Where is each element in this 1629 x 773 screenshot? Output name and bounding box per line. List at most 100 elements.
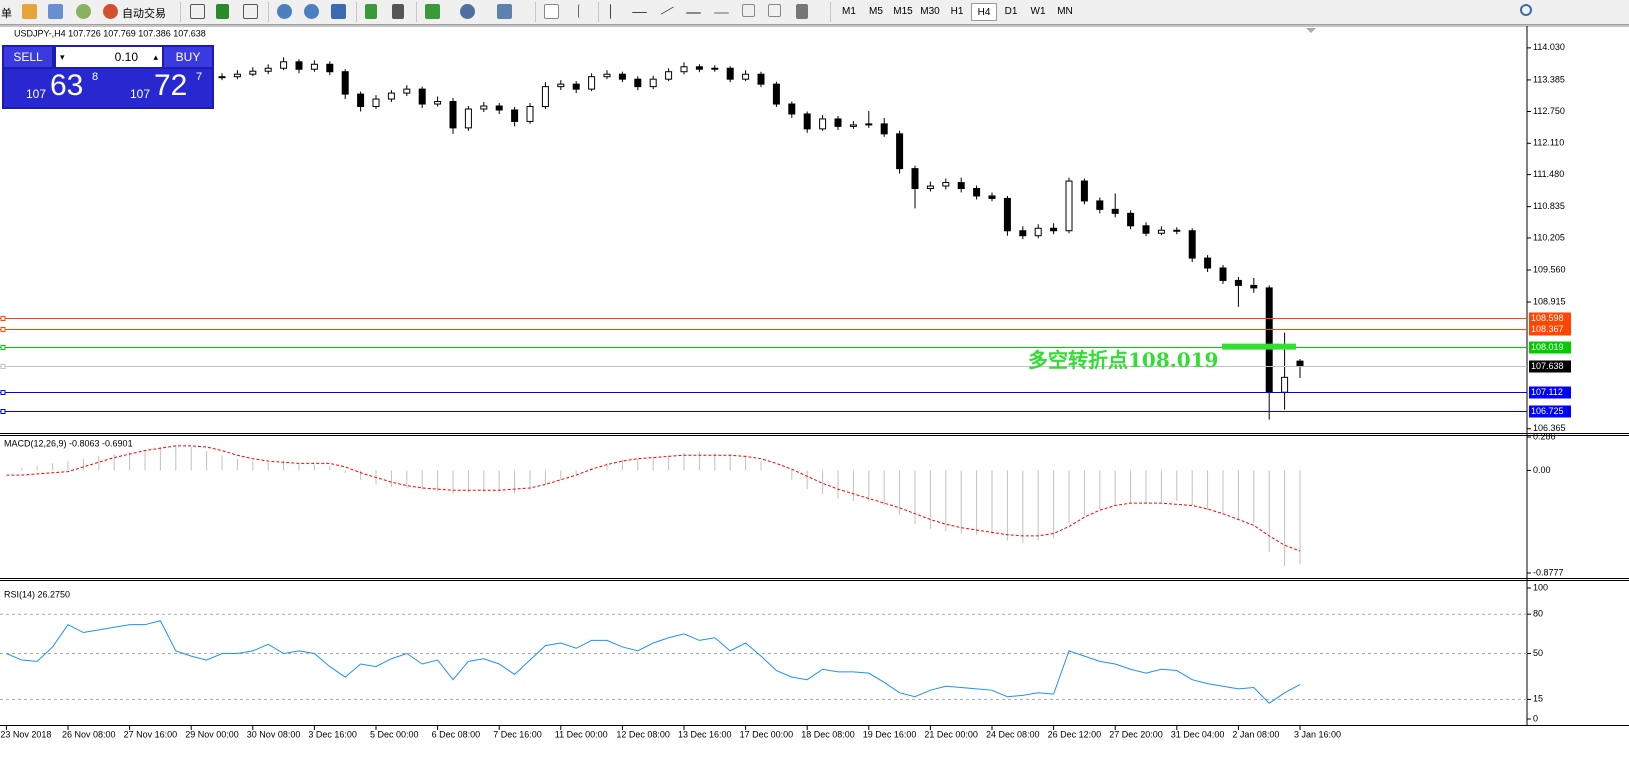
timeframe-button[interactable]: W1 bbox=[1030, 6, 1046, 17]
candle-body bbox=[772, 83, 780, 105]
icon[interactable] bbox=[460, 4, 475, 19]
icon[interactable] bbox=[544, 4, 559, 19]
timeframe-button[interactable]: H1 bbox=[950, 6, 964, 17]
x-tick-label: 23 Nov 2018 bbox=[0, 729, 51, 739]
search-icon[interactable] bbox=[1520, 4, 1532, 16]
x-tick-label: 13 Dec 16:00 bbox=[678, 729, 732, 739]
candle-body bbox=[911, 168, 919, 190]
icon[interactable] bbox=[660, 6, 675, 16]
icon[interactable] bbox=[686, 12, 701, 14]
candle-body bbox=[834, 118, 842, 127]
timeframe-button[interactable]: MN bbox=[1057, 6, 1073, 17]
up-arrow[interactable]: ▴ bbox=[153, 52, 158, 62]
icon[interactable] bbox=[216, 4, 229, 19]
y-tick-label: 108.915 bbox=[1533, 296, 1566, 306]
candle-body bbox=[1065, 180, 1073, 232]
sell-button[interactable]: SELL bbox=[4, 47, 52, 67]
icon[interactable] bbox=[365, 4, 377, 19]
x-tick-label: 30 Nov 08:00 bbox=[247, 729, 301, 739]
price-label-box bbox=[1529, 341, 1571, 354]
icon[interactable] bbox=[425, 4, 440, 19]
candle-body bbox=[1219, 267, 1227, 281]
candle-body bbox=[541, 86, 549, 108]
volume-value[interactable]: 0.10 bbox=[114, 50, 138, 64]
y-tick-label: 106.365 bbox=[1533, 423, 1566, 433]
candle-body bbox=[788, 103, 796, 115]
candle-body bbox=[1296, 360, 1304, 367]
candle-body bbox=[1142, 225, 1150, 234]
y-tick-label: 112.750 bbox=[1533, 106, 1565, 116]
y-tick-label: 111.480 bbox=[1533, 169, 1564, 179]
timeframe-button[interactable]: D1 bbox=[1004, 6, 1018, 17]
x-tick-label: 26 Nov 08:00 bbox=[62, 729, 116, 739]
price-label-box bbox=[1529, 405, 1571, 418]
icon[interactable] bbox=[610, 4, 612, 19]
icon[interactable] bbox=[714, 12, 729, 14]
price-big: 107 bbox=[130, 87, 151, 101]
icon[interactable] bbox=[277, 4, 292, 19]
candle-body bbox=[711, 67, 719, 70]
candle-body bbox=[1157, 229, 1165, 234]
level-marker bbox=[0, 327, 6, 332]
price-big: 107 bbox=[26, 87, 47, 101]
menu-item[interactable]: 单 bbox=[1, 8, 12, 20]
annotation: 多空转折点108.019 bbox=[1028, 348, 1218, 372]
candle-body bbox=[819, 118, 827, 130]
icon[interactable] bbox=[742, 4, 755, 17]
candle-body bbox=[464, 108, 472, 129]
candle-body bbox=[742, 73, 750, 80]
timeframe-button[interactable]: M15 bbox=[893, 6, 913, 17]
icon[interactable] bbox=[632, 12, 647, 14]
candle-body bbox=[726, 67, 734, 80]
volume-field[interactable]: ▾ 0.10 ▴ bbox=[56, 47, 162, 67]
x-tick-label: 26 Dec 12:00 bbox=[1048, 729, 1102, 739]
candle-body bbox=[988, 195, 996, 199]
icon[interactable] bbox=[392, 4, 404, 19]
icon[interactable] bbox=[578, 4, 587, 18]
x-tick-label: 3 Dec 16:00 bbox=[308, 729, 357, 739]
level-marker bbox=[0, 409, 6, 414]
timeframe-button[interactable]: H4 bbox=[971, 3, 997, 21]
icon[interactable] bbox=[103, 4, 118, 19]
icon[interactable] bbox=[76, 4, 91, 19]
price-label-box bbox=[1529, 360, 1571, 373]
x-tick-label: 27 Dec 20:00 bbox=[1109, 729, 1163, 739]
candle-body bbox=[403, 88, 411, 94]
price-label: 106.725 bbox=[1531, 406, 1564, 416]
icon[interactable] bbox=[48, 4, 63, 19]
buy-button[interactable]: BUY bbox=[164, 47, 212, 67]
autotrade-button[interactable]: 自动交易 bbox=[122, 8, 166, 20]
candle-body bbox=[233, 73, 241, 78]
icon[interactable] bbox=[331, 4, 346, 19]
separator bbox=[180, 2, 181, 22]
icon[interactable] bbox=[796, 4, 808, 19]
icon[interactable] bbox=[243, 4, 258, 19]
candle-body bbox=[1003, 197, 1011, 232]
icon[interactable] bbox=[22, 4, 37, 19]
candle-body bbox=[880, 123, 888, 135]
price-main: 63 bbox=[50, 69, 84, 102]
timeframe-button[interactable]: M1 bbox=[842, 6, 856, 17]
timeframe-button[interactable]: M30 bbox=[920, 6, 940, 17]
x-tick-label: 7 Dec 16:00 bbox=[493, 729, 542, 739]
bid-price[interactable]: 107 63 8 bbox=[4, 69, 108, 107]
ask-price[interactable]: 107 72 7 bbox=[108, 69, 212, 107]
y-tick-label: 50 bbox=[1533, 648, 1543, 658]
y-tick-label: 0.286 bbox=[1533, 431, 1556, 441]
candle-body bbox=[896, 133, 904, 170]
candle-body bbox=[1050, 227, 1058, 232]
icon[interactable] bbox=[190, 4, 205, 19]
x-tick-label: 11 Dec 00:00 bbox=[555, 729, 608, 739]
icon[interactable] bbox=[768, 4, 781, 17]
y-tick-label: 80 bbox=[1533, 609, 1543, 619]
candle-body bbox=[264, 67, 272, 72]
icon[interactable] bbox=[304, 4, 319, 19]
x-tick-label: 6 Dec 08:00 bbox=[432, 729, 481, 739]
candle-body bbox=[434, 101, 442, 105]
icon[interactable] bbox=[497, 4, 512, 19]
timeframe-button[interactable]: M5 bbox=[869, 6, 883, 17]
down-arrow[interactable]: ▾ bbox=[60, 52, 65, 62]
separator bbox=[535, 2, 536, 22]
